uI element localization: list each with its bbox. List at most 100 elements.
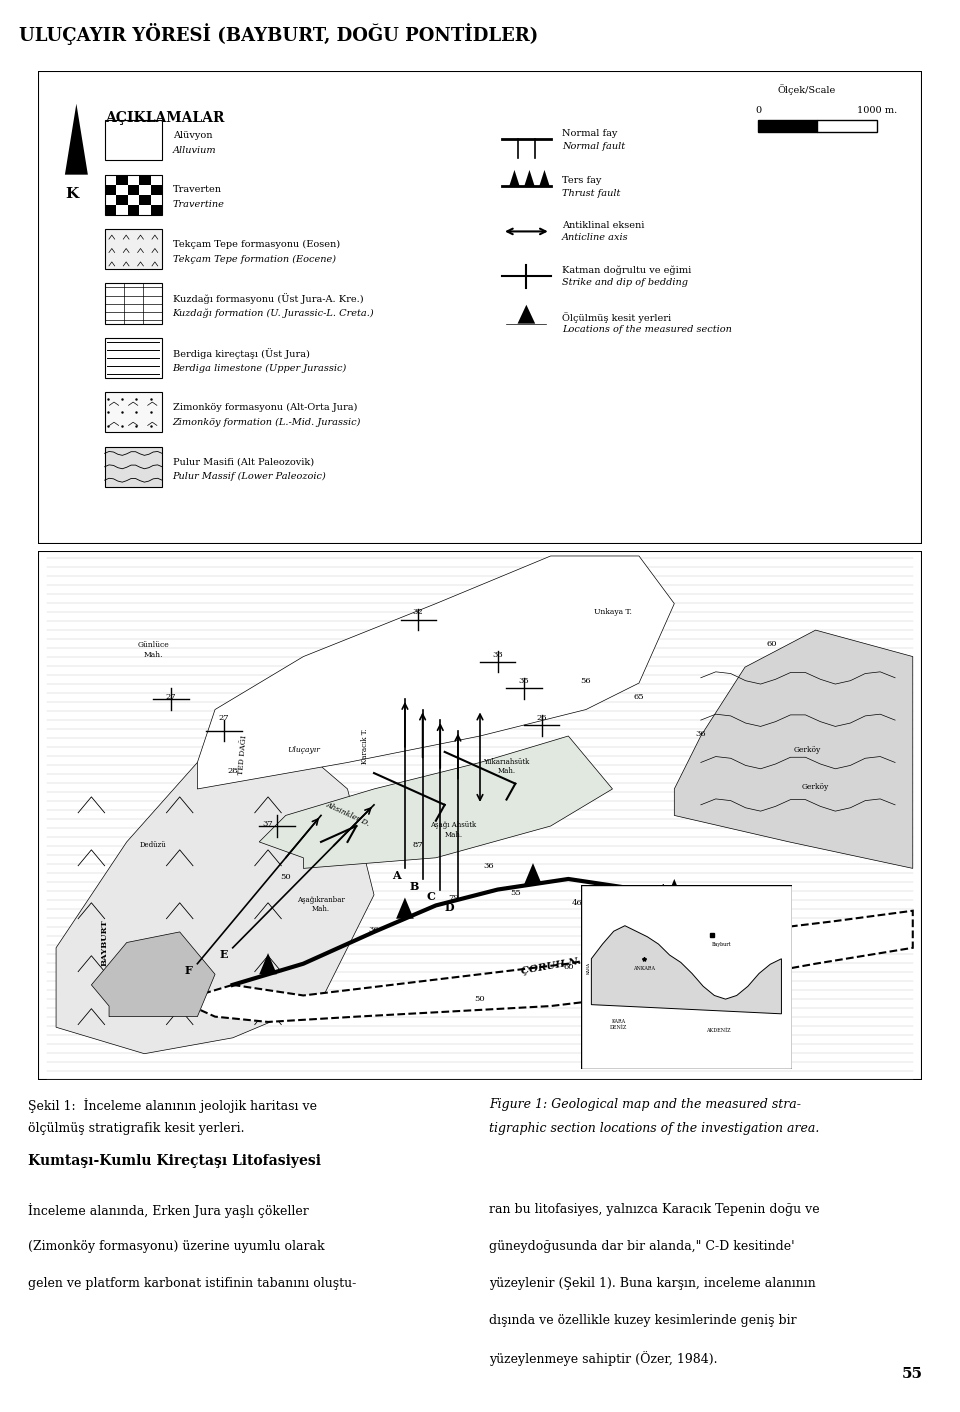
Text: Günlüce
Mah.: Günlüce Mah. [137,641,169,658]
Text: güneydoğusunda dar bir alanda," C-D kesitinde': güneydoğusunda dar bir alanda," C-D kesi… [490,1240,795,1254]
Text: Ters fay: Ters fay [563,176,602,185]
Text: 36: 36 [369,926,379,933]
Text: 79: 79 [448,894,459,902]
Text: Ahsinkler D.: Ahsinkler D. [324,801,371,827]
Polygon shape [524,169,535,186]
Text: Tekçam Tepe formation (Eocene): Tekçam Tepe formation (Eocene) [173,254,336,264]
Text: Pulur Massif (Lower Paleozoic): Pulur Massif (Lower Paleozoic) [173,472,326,481]
Text: 26: 26 [537,714,547,722]
Text: Thrust fault: Thrust fault [563,189,620,198]
Text: 50: 50 [280,873,291,881]
Text: 60: 60 [766,640,777,648]
Text: Kuzdağı formation (U. Jurassic-L. Creta.): Kuzdağı formation (U. Jurassic-L. Creta.… [173,309,374,318]
Text: yüzeylenir (Şekil 1). Buna karşın, inceleme alanının: yüzeylenir (Şekil 1). Buna karşın, incel… [490,1276,816,1291]
Text: Uluçayır: Uluçayır [287,746,320,754]
Text: Bayburt: Bayburt [711,942,732,947]
Text: F: F [184,966,193,976]
Text: Figure 1: Geological map and the measured stra-: Figure 1: Geological map and the measure… [490,1099,802,1111]
Bar [105,446,162,487]
Text: Berdiga limestone (Upper Jurassic): Berdiga limestone (Upper Jurassic) [173,363,347,373]
Text: 1000 m.: 1000 m. [857,106,898,116]
Bar [151,185,162,195]
Text: Şekil 1:  İnceleme alanının jeolojik haritası ve: Şekil 1: İnceleme alanının jeolojik hari… [29,1099,318,1113]
Text: 50: 50 [474,995,486,1003]
Text: 40: 40 [705,1005,715,1014]
Text: Travertine: Travertine [173,201,225,209]
Text: 46: 46 [572,899,583,908]
Text: 33: 33 [492,651,503,658]
Bar [105,284,162,323]
Text: Anticline axis: Anticline axis [563,233,629,241]
Text: Traverten: Traverten [173,185,222,195]
Text: AÇIKLAMALAR: AÇIKLAMALAR [105,112,224,124]
Text: Gerköy: Gerköy [793,746,821,754]
Text: 27: 27 [219,714,229,722]
Bar [128,185,139,195]
Text: Locations of the measured section: Locations of the measured section [563,325,732,335]
Text: 60: 60 [564,963,573,971]
Text: KARA
DENİZ: KARA DENİZ [611,1018,628,1029]
Text: Zimonköy formasyonu (Alt-Orta Jura): Zimonköy formasyonu (Alt-Orta Jura) [173,402,357,412]
Text: KARA: KARA [588,963,591,974]
Text: Tekçam Tepe formasyonu (Eosen): Tekçam Tepe formasyonu (Eosen) [173,240,340,249]
Text: yüzeylenmeye sahiptir (Özer, 1984).: yüzeylenmeye sahiptir (Özer, 1984). [490,1350,718,1365]
Text: Berdiga kireçtaşı (Üst Jura): Berdiga kireçtaşı (Üst Jura) [173,347,309,359]
Text: Yukarıahsütk
Mah.: Yukarıahsütk Mah. [484,758,530,775]
Text: 47: 47 [634,963,644,971]
Text: Karacık T.: Karacık T. [361,729,370,764]
Text: K: K [65,188,78,202]
Bar [758,120,817,133]
Text: Normal fault: Normal fault [563,141,625,151]
Text: TED DAĞI: TED DAĞI [237,734,249,775]
Text: Alüvyon: Alüvyon [173,131,212,140]
Bar [105,229,162,270]
Polygon shape [517,305,536,323]
Text: 25: 25 [669,990,680,997]
Text: C: C [427,891,436,902]
Text: B: B [409,881,419,891]
Polygon shape [540,169,550,186]
Bar [116,195,128,205]
Polygon shape [665,878,684,901]
Text: 27: 27 [165,693,177,700]
Text: BAYBURT: BAYBURT [101,919,108,966]
Polygon shape [198,556,674,789]
Text: 67: 67 [607,926,618,933]
Polygon shape [524,863,541,884]
Bar [105,205,116,215]
Bar [105,337,162,378]
Text: 56: 56 [581,678,591,685]
Text: 36: 36 [484,863,494,870]
Text: 37: 37 [263,820,274,827]
Polygon shape [509,169,519,186]
Text: 87: 87 [413,842,423,849]
Bar [151,205,162,215]
Text: Kuzdağı formasyonu (Üst Jura-A. Kre.): Kuzdağı formasyonu (Üst Jura-A. Kre.) [173,294,363,304]
Text: Gerköy: Gerköy [802,784,829,791]
Text: 32: 32 [413,609,423,616]
Text: ÇORUH N.: ÇORUH N. [520,957,582,976]
Text: Strike and dip of bedding: Strike and dip of bedding [563,278,688,287]
Polygon shape [674,630,913,868]
Bar [105,185,116,195]
Bar [817,120,877,133]
Text: E: E [220,949,228,960]
Text: Pulur Masifi (Alt Paleozovik): Pulur Masifi (Alt Paleozovik) [173,457,314,466]
Text: 28: 28 [228,767,238,775]
Bar [105,175,162,215]
Text: Normal fay: Normal fay [563,128,617,137]
Text: D: D [444,902,454,912]
Text: A: A [392,870,400,881]
Text: AKDENİZ: AKDENİZ [706,1028,731,1034]
Text: tigraphic section locations of the investigation area.: tigraphic section locations of the inves… [490,1123,820,1135]
Text: Kumtaşı-Kumlu Kireçtaşı Litofasiyesi: Kumtaşı-Kumlu Kireçtaşı Litofasiyesi [29,1154,322,1168]
Polygon shape [396,898,414,919]
Text: ULUÇAYIR YÖRESİ (BAYBURT, DOĞU PONTİDLER): ULUÇAYIR YÖRESİ (BAYBURT, DOĞU PONTİDLER… [19,23,539,45]
Text: Alluvium: Alluvium [173,145,216,155]
Text: (Zimonköy formasyonu) üzerine uyumlu olarak: (Zimonköy formasyonu) üzerine uyumlu ola… [29,1240,325,1254]
Polygon shape [591,926,781,1014]
Polygon shape [65,103,88,175]
Bar [128,205,139,215]
Text: 55: 55 [510,890,520,897]
Text: 30: 30 [713,953,724,960]
